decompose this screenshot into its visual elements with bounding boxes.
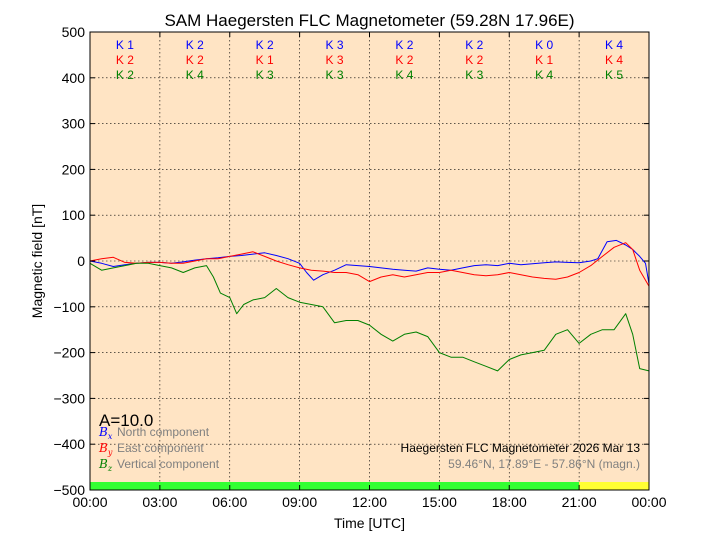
- k-index-label: K 2: [186, 38, 204, 52]
- status-segment: [90, 482, 580, 490]
- data-series: [89, 239, 650, 372]
- y-tick-label: −400: [53, 436, 85, 452]
- y-tick-label: −300: [53, 390, 85, 406]
- station-info-line2: 59.46°N, 17.89°E - 57.86°N (magn.): [448, 457, 640, 471]
- k-index-label: K 4: [605, 53, 623, 67]
- k-index-label: K 2: [465, 53, 483, 67]
- station-info-line1: Haegersten FLC Magnetometer 2026 Mar 13: [401, 441, 641, 455]
- k-index-label: K 5: [605, 68, 623, 82]
- k-index-label: K 4: [186, 68, 204, 82]
- series-line-north-component: [89, 239, 650, 284]
- k-index-label: K 3: [465, 68, 483, 82]
- chart-title: SAM Haegersten FLC Magnetometer (59.28N …: [164, 11, 574, 30]
- x-tick-label: 21:00: [562, 494, 597, 510]
- k-index-label: K 3: [256, 68, 274, 82]
- k-index-label: K 1: [116, 38, 134, 52]
- x-tick-labels: 00:00 03:00 06:00 09:00 12:00 15:00 18:00 21:00…: [72, 494, 666, 510]
- x-tick-label: 00:00: [72, 494, 107, 510]
- k-index-label: K 2: [116, 68, 134, 82]
- grid-lines: [90, 32, 649, 490]
- series-line-vertical-component: [89, 262, 650, 372]
- k-index-label: K 3: [326, 53, 344, 67]
- k-index-label: K 3: [326, 68, 344, 82]
- y-tick-label: −200: [53, 345, 85, 361]
- k-index-label: K 3: [326, 38, 344, 52]
- y-tick-label: 300: [62, 116, 86, 132]
- a-index-label: A=10.0: [99, 411, 153, 430]
- y-tick-label: 200: [62, 161, 86, 177]
- x-tick-label: 18:00: [492, 494, 527, 510]
- k-index-label: K 1: [535, 53, 553, 67]
- y-tick-label: 500: [62, 24, 86, 40]
- series-line-east-component: [89, 242, 650, 287]
- y-tick-label: 0: [77, 253, 85, 269]
- legend-label: East component: [117, 441, 204, 455]
- status-segment: [579, 482, 649, 490]
- k-index-label: K 4: [395, 68, 413, 82]
- x-tick-label: 12:00: [352, 494, 387, 510]
- y-tick-label: −500: [53, 482, 85, 498]
- axis-ticks: [89, 31, 650, 491]
- k-index-label: K 4: [535, 68, 553, 82]
- k-index-label: K 2: [256, 38, 274, 52]
- k-index-label: K 1: [256, 53, 274, 67]
- legend-label: Vertical component: [117, 457, 220, 471]
- y-tick-label: 400: [62, 70, 86, 86]
- x-tick-label: 09:00: [282, 494, 317, 510]
- y-tick-label: 100: [62, 207, 86, 223]
- x-axis-label: Time [UTC]: [334, 515, 405, 531]
- y-axis-label: Magnetic field [nT]: [29, 204, 45, 318]
- legend-label: North component: [117, 425, 210, 439]
- k-index-label: K 2: [395, 38, 413, 52]
- k-index-label: K 2: [395, 53, 413, 67]
- y-tick-label: −100: [53, 299, 85, 315]
- x-tick-label: 15:00: [422, 494, 457, 510]
- x-tick-label: 03:00: [142, 494, 177, 510]
- k-index-label: K 0: [535, 38, 553, 52]
- y-tick-labels: −500 −400 −300 −200 −100 0 100 200 300 400 500: [53, 24, 85, 498]
- k-index-label: K 4: [605, 38, 623, 52]
- x-tick-label: 00:00: [631, 494, 666, 510]
- k-index-label: K 2: [465, 38, 483, 52]
- status-bar: [90, 482, 649, 490]
- x-tick-label: 06:00: [212, 494, 247, 510]
- k-index-label: K 2: [186, 53, 204, 67]
- k-index-label: K 2: [116, 53, 134, 67]
